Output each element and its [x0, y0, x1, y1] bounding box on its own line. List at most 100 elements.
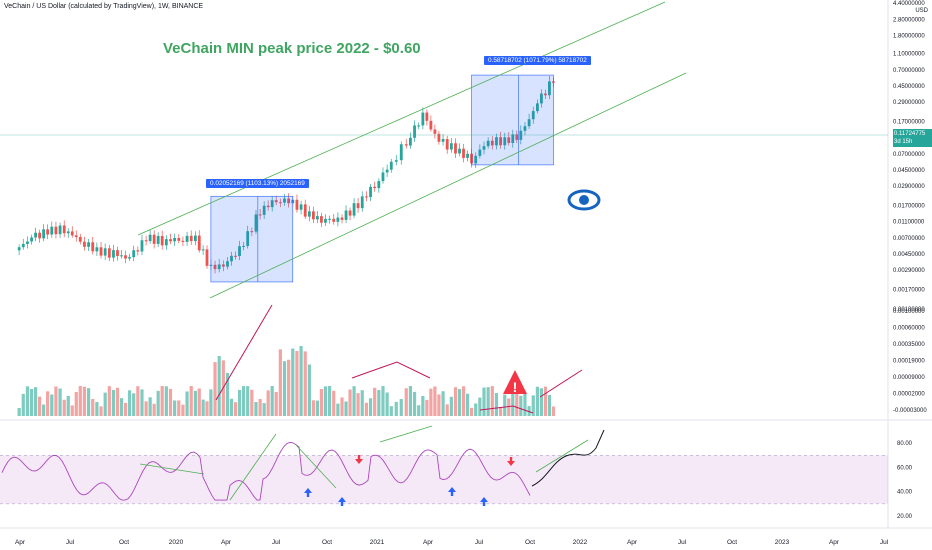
candle-body	[507, 137, 511, 143]
volume-bar	[336, 403, 340, 416]
volume-tick-label: 0.00019000	[893, 359, 925, 365]
warning-icon	[503, 370, 527, 394]
volume-bar	[115, 387, 120, 416]
volume-bar	[54, 386, 58, 416]
time-axis[interactable]: Apr Jul Oct 2020 Apr Jul Oct 2021 Apr Jul Oct 2022 A…	[15, 539, 889, 546]
up-arrow-icon	[304, 488, 312, 497]
volume-bar	[91, 398, 95, 416]
volume-bar	[66, 395, 70, 416]
volume-bar	[348, 389, 352, 416]
volume-bar	[177, 400, 181, 416]
volume-bar	[58, 388, 62, 416]
price-axis[interactable]: 4.40000000 2.80000000 1.80000000 1.10000000…	[893, 1, 927, 520]
volume-bar	[148, 397, 152, 416]
volume-bar	[499, 406, 503, 416]
volume-bar	[303, 351, 307, 416]
volume-tick-label: 0.00100000	[893, 309, 925, 315]
candle-body	[116, 250, 119, 257]
volume-bar	[511, 387, 515, 416]
warning-icon-mark: !	[513, 379, 518, 395]
candle-body	[429, 120, 433, 130]
volume-bar	[164, 386, 168, 416]
price-tick-label: 0.17000000	[893, 120, 925, 126]
candle-body	[348, 210, 352, 216]
volume-bar	[38, 396, 42, 416]
time-tick-label: Apr	[829, 539, 840, 546]
price-tick-label: 4.40000000	[893, 1, 925, 7]
volume-bar	[315, 400, 320, 416]
volume-tick-label: 0.00060000	[893, 326, 925, 332]
time-tick-label: Jul	[272, 539, 281, 546]
volume-bar	[344, 401, 348, 416]
price-tick-label: 0.04500000	[893, 168, 925, 174]
candle-body	[42, 229, 46, 239]
candle-body	[50, 226, 54, 235]
candle-body	[95, 247, 99, 252]
volume-panel	[17, 346, 556, 416]
candle-body	[185, 235, 189, 242]
volume-bar	[299, 346, 303, 416]
volume-bar	[70, 405, 74, 416]
candle-body	[394, 160, 398, 162]
volume-bar	[287, 359, 291, 416]
candle-body	[87, 242, 90, 247]
candle-body	[217, 264, 221, 270]
candle-body	[124, 255, 127, 259]
candle-body	[120, 255, 123, 257]
candle-body	[226, 261, 229, 267]
candle-body	[66, 231, 70, 234]
volume-trendline	[479, 405, 534, 414]
volume-bar	[323, 386, 328, 416]
rsi-tick-label: 80.00	[897, 441, 913, 447]
candle-body	[490, 140, 494, 146]
price-tick-label: 0.00290000	[893, 268, 925, 274]
volume-bar	[86, 388, 91, 416]
time-tick-label: Jul	[880, 539, 889, 546]
candle-body	[238, 246, 241, 257]
volume-bar	[340, 397, 344, 416]
candle-body	[234, 255, 237, 257]
volume-bar	[457, 389, 462, 416]
candle-body	[107, 248, 111, 258]
volume-bar	[74, 391, 78, 416]
candle-body	[258, 214, 262, 216]
volume-bar	[523, 392, 527, 416]
volume-bar	[352, 386, 356, 416]
candle-body	[205, 249, 209, 266]
candle-body	[320, 216, 323, 223]
candle-body	[58, 225, 62, 235]
time-tick-label: Apr	[15, 539, 26, 546]
currency-label: USD	[915, 8, 928, 14]
volume-bar	[274, 391, 278, 416]
candle-body	[295, 199, 299, 210]
candle-body	[482, 146, 486, 150]
rsi-divergence-line	[139, 463, 205, 475]
volume-bar	[327, 386, 332, 416]
volume-bar	[543, 386, 548, 416]
price-panel[interactable]	[0, 0, 932, 529]
eye-icon-pupil	[579, 195, 589, 205]
candle-body	[332, 218, 336, 222]
candle-body	[38, 232, 42, 239]
time-tick-label: Oct	[119, 539, 129, 546]
candle-body	[136, 250, 140, 252]
candle-body	[356, 203, 360, 209]
candle-body	[74, 235, 78, 238]
candle-body	[17, 247, 21, 251]
volume-bar	[205, 401, 209, 416]
candle-body	[287, 198, 291, 204]
volume-bar	[132, 393, 136, 416]
candle-body	[373, 186, 377, 189]
candle-body	[544, 93, 547, 96]
candle-body	[246, 231, 250, 246]
candle-body	[503, 137, 507, 146]
symbol-title: VeChain / US Dollar (calculated by Tradi…	[4, 3, 204, 10]
volume-bar	[123, 402, 128, 416]
candle-body	[531, 111, 535, 120]
volume-bar	[111, 389, 116, 416]
measure-box	[471, 74, 554, 166]
volume-bar	[465, 393, 470, 416]
volume-bar	[278, 349, 282, 416]
candle-body	[62, 225, 66, 234]
